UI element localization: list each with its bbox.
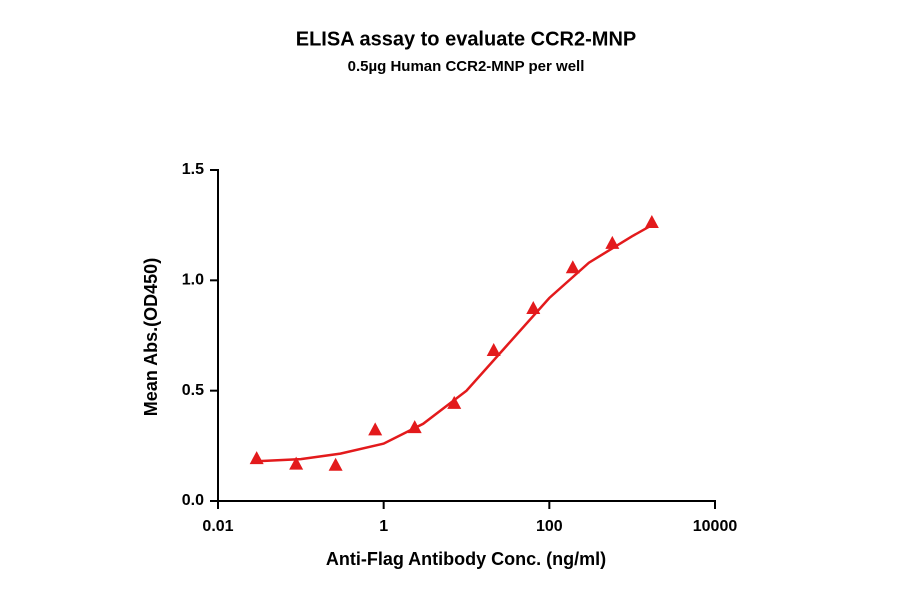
x-tick-label: 1 xyxy=(379,518,388,535)
data-point xyxy=(447,395,462,409)
data-point xyxy=(368,422,383,436)
x-axis-label: Anti-Flag Antibody Conc. (ng/ml) xyxy=(326,549,606,569)
x-tick-label: 0.01 xyxy=(202,518,233,535)
y-tick-label: 1.0 xyxy=(182,272,204,289)
chart-title: ELISA assay to evaluate CCR2-MNP xyxy=(296,28,636,50)
data-point xyxy=(565,260,580,274)
y-tick-label: 0.5 xyxy=(182,382,204,399)
x-tick-label: 100 xyxy=(536,518,563,535)
data-point xyxy=(644,214,659,228)
y-axis-label: Mean Abs.(OD450) xyxy=(141,258,161,416)
y-tick-label: 0.0 xyxy=(182,492,204,509)
chart-subtitle: 0.5µg Human CCR2-MNP per well xyxy=(348,58,585,75)
data-point xyxy=(486,342,501,356)
data-point xyxy=(328,457,343,471)
x-tick-label: 10000 xyxy=(693,518,738,535)
data-point xyxy=(289,456,304,470)
y-tick-label: 1.5 xyxy=(182,161,204,178)
fit-curve xyxy=(256,224,653,463)
